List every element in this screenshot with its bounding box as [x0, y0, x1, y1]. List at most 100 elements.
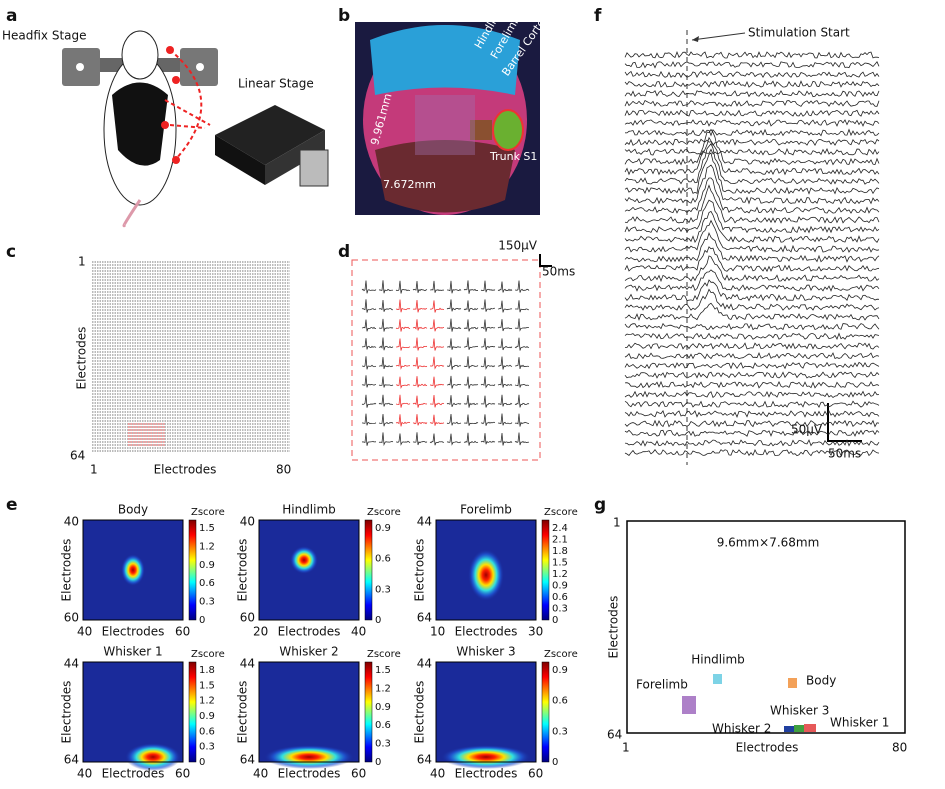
y-axis-label: Electrodes [60, 681, 74, 744]
stim-point [166, 46, 174, 54]
panel-letter: b [338, 6, 350, 26]
waveform [514, 413, 530, 427]
y-tick-label: 44 [417, 515, 432, 529]
colorbar-tick-label: 0 [552, 757, 558, 768]
trace [624, 70, 880, 79]
heatmap-title: Whisker 2 [279, 645, 338, 659]
colorbar-tick-label: 0.3 [199, 742, 215, 753]
colorbar-tick-label: 0.6 [552, 696, 568, 707]
cluster [804, 724, 816, 732]
waveform [514, 376, 530, 388]
annotation: Stimulation Start [748, 26, 850, 40]
trace [624, 332, 880, 340]
trace [624, 380, 880, 389]
waveform [429, 300, 445, 313]
waveform [446, 375, 462, 389]
waveform [497, 432, 513, 446]
colorbar-label: Zscore [191, 507, 225, 518]
trace [624, 128, 880, 137]
colorbar-tick-label: 0.9 [199, 560, 215, 571]
waveform [463, 337, 479, 350]
colorbar-label: Zscore [544, 507, 578, 518]
cluster [788, 678, 797, 688]
trace [624, 164, 880, 205]
linear-stage-side [215, 135, 265, 185]
trace [624, 184, 880, 224]
trace [625, 342, 880, 350]
y-axis-label: Electrodes [236, 681, 250, 744]
x-tick-label: 40 [253, 767, 268, 781]
cluster-label: Hindlimb [691, 653, 745, 667]
waveform [480, 299, 496, 312]
waveform [447, 338, 462, 350]
waveform [361, 375, 377, 388]
waveform [378, 318, 394, 332]
cluster [682, 696, 696, 714]
region [375, 140, 515, 213]
colorbar-tick-label: 1.2 [199, 696, 215, 707]
waveform [463, 395, 479, 408]
trace [624, 246, 880, 273]
x-tick-label: 40 [77, 625, 92, 639]
trace [624, 177, 880, 215]
colorbar-tick-label: 1.8 [199, 665, 215, 676]
waveform [497, 413, 513, 426]
x-tick-label: 20 [253, 625, 268, 639]
trace [624, 99, 880, 108]
waveform [395, 394, 411, 408]
trace [624, 119, 880, 127]
heatmap-hotspot [121, 554, 145, 586]
colorbar-tick-label: 0.3 [199, 597, 215, 608]
waveform [429, 338, 445, 351]
colorbar-tick-label: 0.9 [199, 711, 215, 722]
region [370, 25, 520, 95]
colorbar-tick-label: 0.9 [552, 665, 568, 676]
heatmap-hotspot [125, 743, 181, 771]
colorbar-tick-label: 0 [552, 615, 558, 626]
waveform [497, 394, 513, 407]
cluster [713, 674, 722, 684]
x-tick-label: 10 [430, 625, 445, 639]
colorbar-tick-label: 0.6 [199, 726, 215, 737]
colorbar-tick-label: 1.5 [199, 680, 215, 691]
waveform [514, 280, 530, 293]
y-tick-label: 64 [70, 449, 85, 463]
panel-letter: g [594, 495, 606, 515]
waveform [378, 300, 394, 312]
scale-label: 150μV [498, 239, 538, 253]
colorbar-tick-label: 1.2 [199, 541, 215, 552]
x-tick-label: 1 [90, 463, 98, 477]
cluster [794, 725, 804, 732]
colorbar-label: Zscore [367, 649, 401, 660]
region [470, 120, 492, 140]
trace [624, 352, 880, 360]
colorbar [188, 661, 197, 763]
waveform [361, 394, 377, 408]
x-tick-label: 80 [892, 741, 907, 755]
trace [624, 371, 880, 379]
cluster-label: Whisker 1 [830, 716, 889, 730]
waveform [480, 338, 496, 350]
zoom-box [351, 259, 541, 461]
trace [624, 80, 880, 88]
waveform [395, 319, 411, 332]
waveform [446, 395, 462, 408]
waveform [497, 281, 513, 293]
panel-g: g 9.6mm×7.68mm 1 64 1 80 Electrodes Elec… [594, 495, 907, 755]
x-tick-label: 60 [351, 767, 366, 781]
waveform [446, 280, 462, 294]
colorbar-label: Zscore [191, 649, 225, 660]
panel-c: c 1 64 1 80 Electrodes Electrodes [6, 242, 291, 477]
waveform [395, 433, 411, 446]
trace [624, 128, 880, 166]
cluster [784, 726, 794, 732]
scale-bar [827, 403, 862, 442]
x-axis-label: Electrodes [278, 767, 341, 781]
y-tick-label: 1 [78, 255, 86, 269]
cluster-label: Body [806, 674, 836, 688]
waveform [395, 280, 411, 294]
waveform [361, 319, 377, 332]
waveform [429, 394, 445, 408]
